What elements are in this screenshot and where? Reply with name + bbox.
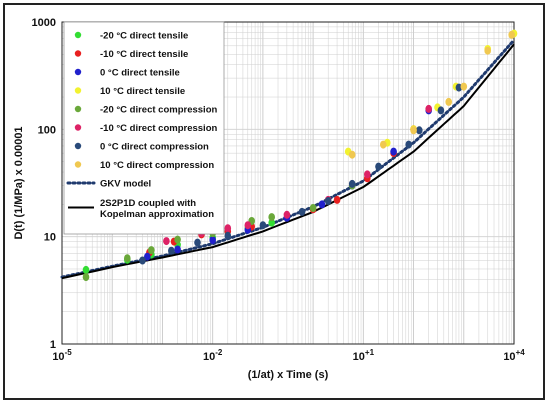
x-tick-label: 10-2 [203,348,223,363]
y-axis-label: D(t) (1/MPa) x 0.00001 [13,126,25,239]
data-point [416,126,423,135]
data-point [144,252,151,261]
legend-box [63,21,225,235]
y-tick-label: 100 [38,124,56,136]
data-point [364,170,371,179]
data-point [174,245,181,254]
legend-label: -20 °C direct compression [100,105,218,116]
data-point [82,273,90,282]
data-point [425,104,433,113]
data-point [410,126,417,135]
data-point [445,97,453,106]
data-point [244,221,252,230]
data-point [174,235,181,244]
legend-marker [74,161,82,168]
data-point [333,195,341,204]
x-tick-label: 10+4 [503,348,525,363]
data-point [194,238,201,247]
x-tick-label: 10+1 [353,348,375,363]
data-point [318,200,326,209]
legend-marker [74,31,82,39]
data-point [268,218,276,227]
data-point [298,207,306,216]
legend-label: 10 °C direct compression [100,160,214,171]
data-point [460,82,468,91]
legend-label: -20 °C direct tensile [100,31,188,42]
data-point [224,231,232,240]
data-point [163,237,170,246]
data-point [139,256,146,265]
tick-labels: 10-5 10-2 10+1 10+4 1 10 100 1000 [32,17,526,363]
data-point [82,265,90,274]
data-point [348,179,356,188]
y-tick-label: 1 [50,339,56,351]
data-point [168,246,175,255]
data-point [484,46,492,55]
data-point [324,197,332,205]
legend-label: 2S2P1D coupled with Kopelman approximatio… [100,198,214,220]
legend-marker [74,68,82,76]
plot-area [61,21,515,345]
legend: -20 °C direct tensile -10 °C direct tensi… [66,31,218,220]
data-point [268,213,276,222]
data-point [148,246,155,255]
data-point [309,204,317,212]
data-point [348,150,356,159]
data-point [437,106,445,115]
data-point [283,210,291,219]
legend-label: 0 °C direct tensile [100,68,180,79]
legend-marker [74,142,82,150]
data-point [390,147,397,156]
data-point [259,221,267,230]
data-point [508,30,515,39]
x-axis-label: (1/at) x Time (s) [248,369,329,381]
data-point [455,83,463,92]
legend-label: GKV model [100,179,151,190]
legend-marker [74,124,82,131]
legend-marker [74,50,82,57]
x-tick-label: 10-5 [52,348,72,363]
legend-label: -10 °C direct tensile [100,49,188,60]
legend-label: 0 °C direct compression [100,142,209,153]
data-point [209,236,216,244]
data-point [124,254,131,263]
legend-label: -10 °C direct compression [100,123,218,134]
legend-marker [74,87,82,94]
y-tick-label: 1000 [32,17,56,29]
y-tick-label: 10 [44,232,56,244]
series-line [61,43,515,280]
legend-marker [74,105,82,113]
data-point [375,162,382,171]
data-point [380,140,387,149]
data-point [405,140,413,149]
data-point [224,224,232,233]
legend-label: 10 °C direct tensile [100,86,185,97]
